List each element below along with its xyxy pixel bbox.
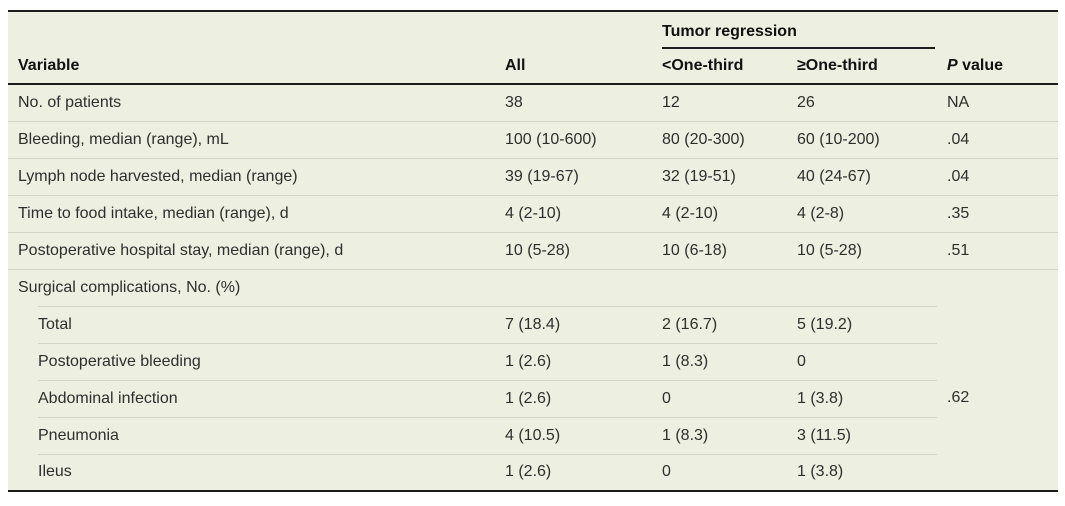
value-cell-lt: 12 [662,93,680,111]
value-cell-all: 1 (2.6) [495,379,652,417]
value-cell-ge: 60 (10-200) [787,120,937,158]
p-value-cell: NA [947,93,970,111]
value-cell-all: 1 (2.6) [495,453,652,491]
group-header-spacer [8,11,652,49]
table-header: Tumor regression Variable All <One-third… [8,11,1058,85]
table-body: No. of patients 38 12 26 NA Bleeding, me… [8,84,1058,491]
col-header-all: All [495,49,652,85]
row-label-indented: Postoperative bleeding [8,343,495,380]
value-cell-all: 39 (19-67) [495,157,652,195]
value-cell-ge: 4 (2-8) [787,194,937,232]
section-header-row-surgical-complications: Surgical complications, No. (%) [8,268,1058,306]
value-cell-lt: 32 (19-51) [652,157,787,195]
p-value-italic-p: P [947,57,958,74]
value-cell-all: 7 (18.4) [495,305,652,343]
p-value-label-rest: value [957,57,1004,74]
row-label: Postoperative hospital stay, median (ran… [8,231,495,269]
value-cell-ge: 40 (24-67) [787,157,937,195]
value-cell-ge: 1 (3.8) [787,453,937,491]
p-value-cell: .51 [937,231,1058,269]
value-cell-ge: 3 (11.5) [787,416,937,454]
row-label: Bleeding, median (range), mL [8,120,495,158]
table-container: Tumor regression Variable All <One-third… [8,10,1058,492]
row-label-indented: Pneumonia [8,417,495,454]
value-cell-ge: 26 [797,93,815,111]
table-row-total: Total 7 (18.4) 2 (16.7) 5 (19.2) .62 [8,305,1058,406]
value-cell-all: 1 (2.6) [495,342,652,380]
table-row-food-intake: Time to food intake, median (range), d 4… [8,194,1058,232]
value-cell-all: 4 (10.5) [495,416,652,454]
table-row-no-of-patients: No. of patients 38 12 26 NA [8,84,1058,121]
row-label: No. of patients [18,93,122,111]
p-value-cell: .04 [937,120,1058,158]
value-cell-lt: 2 (16.7) [652,305,787,343]
column-header-row: Variable All <One-third ≥One-third P val… [8,49,1058,85]
group-header-tumor-regression: Tumor regression [652,11,937,49]
group-header-spacer-p [937,11,1058,49]
value-cell-lt: 1 (8.3) [652,342,787,380]
value-cell-ge: 1 (3.8) [787,379,937,417]
value-cell-ge: 5 (19.2) [787,305,937,343]
row-label-indented: Total [8,306,495,343]
col-header-geq-one-third: ≥One-third [787,49,937,85]
value-cell-all: 10 (5-28) [495,231,652,269]
row-label: Lymph node harvested, median (range) [8,157,495,195]
group-header-row: Tumor regression [8,11,1058,49]
value-cell-all: 100 (10-600) [495,120,652,158]
table-row-hospital-stay: Postoperative hospital stay, median (ran… [8,231,1058,269]
table-row-bleeding: Bleeding, median (range), mL 100 (10-600… [8,120,1058,158]
value-cell-lt: 1 (8.3) [652,416,787,454]
row-label-indented: Ileus [8,454,495,491]
table-row-postop-bleeding: Postoperative bleeding 1 (2.6) 1 (8.3) 0 [8,342,1058,380]
surgical-outcomes-table: Tumor regression Variable All <One-third… [8,10,1058,492]
col-header-less-one-third: <One-third [652,49,787,85]
p-value-cell: .35 [937,194,1058,232]
value-cell-all: 38 [505,93,523,111]
row-label-indented: Abdominal infection [8,380,495,417]
col-header-p-value: P value [937,49,1058,85]
table-row-abdominal-infection: Abdominal infection 1 (2.6) 0 1 (3.8) [8,379,1058,417]
p-value-cell-span: .62 [947,389,970,406]
p-value-cell: .04 [937,157,1058,195]
col-header-variable: Variable [8,49,495,85]
section-label: Surgical complications, No. (%) [8,268,937,306]
table-row-pneumonia: Pneumonia 4 (10.5) 1 (8.3) 3 (11.5) [8,416,1058,454]
value-cell-lt: 0 [652,379,787,417]
value-cell-lt: 4 (2-10) [652,194,787,232]
value-cell-lt: 0 [652,453,787,491]
value-cell-ge: 0 [787,342,937,380]
value-cell-lt: 10 (6-18) [652,231,787,269]
value-cell-all: 4 (2-10) [495,194,652,232]
table-row-ileus: Ileus 1 (2.6) 0 1 (3.8) [8,453,1058,491]
value-cell-lt: 80 (20-300) [652,120,787,158]
p-value-cell-empty [937,268,1058,306]
value-cell-ge: 10 (5-28) [787,231,937,269]
table-row-lymph-node: Lymph node harvested, median (range) 39 … [8,157,1058,195]
row-label: Time to food intake, median (range), d [8,194,495,232]
